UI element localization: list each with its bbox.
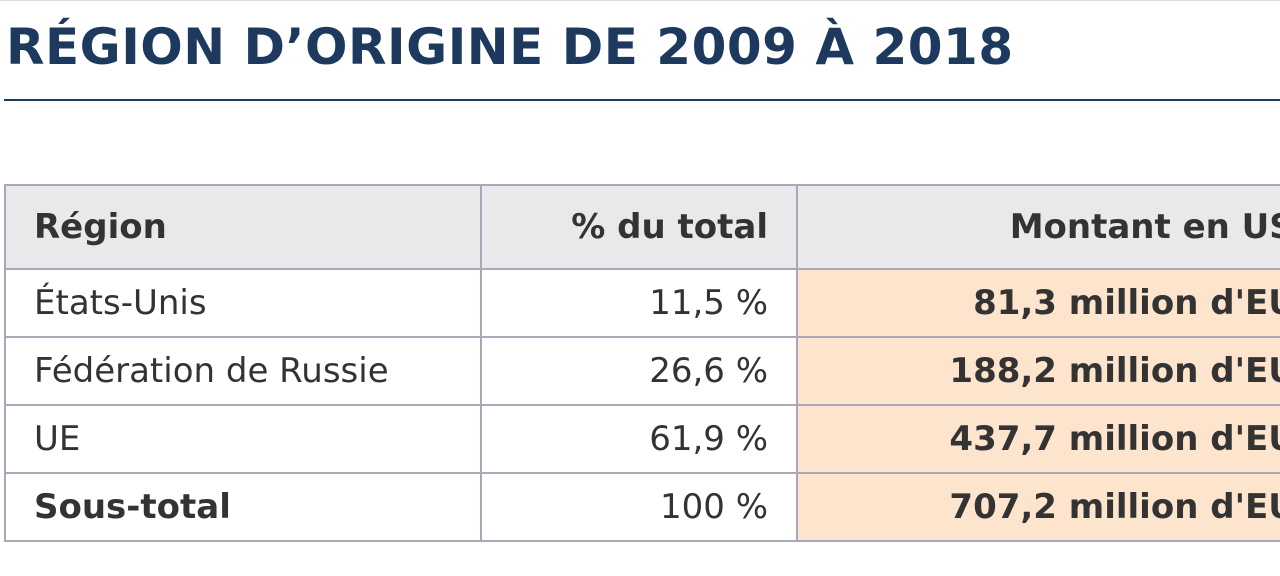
table-cell: UE xyxy=(3,404,483,474)
header-cell: Montant en USD xyxy=(796,184,1280,270)
table-cell: 437,7 million d'EUR xyxy=(796,404,1280,474)
table-cell: 11,5 % xyxy=(480,268,799,338)
table-cell: Fédération de Russie xyxy=(3,336,483,406)
table-cell: 61,9 % xyxy=(480,404,799,474)
table-cell: 100 % xyxy=(480,472,799,542)
table-cell: 26,6 % xyxy=(480,336,799,406)
table-cell: 707,2 million d'EUR xyxy=(796,472,1280,542)
table-row: Fédération de Russie 26,6 % 188,2 million … xyxy=(3,336,1280,406)
table-cell: 81,3 million d'EUR xyxy=(796,268,1280,338)
table-cell: États-Unis xyxy=(3,268,483,338)
title: RÉGION D’ORIGINE DE 2009 À 2018 xyxy=(6,18,1014,76)
title-rule xyxy=(4,99,1280,101)
table-cell: Sous-total xyxy=(3,472,483,542)
header-cell: Région xyxy=(3,184,483,270)
top-border xyxy=(0,0,1280,1)
header-cell: % du total xyxy=(480,184,799,270)
table-cell: 188,2 million d'EUR xyxy=(796,336,1280,406)
